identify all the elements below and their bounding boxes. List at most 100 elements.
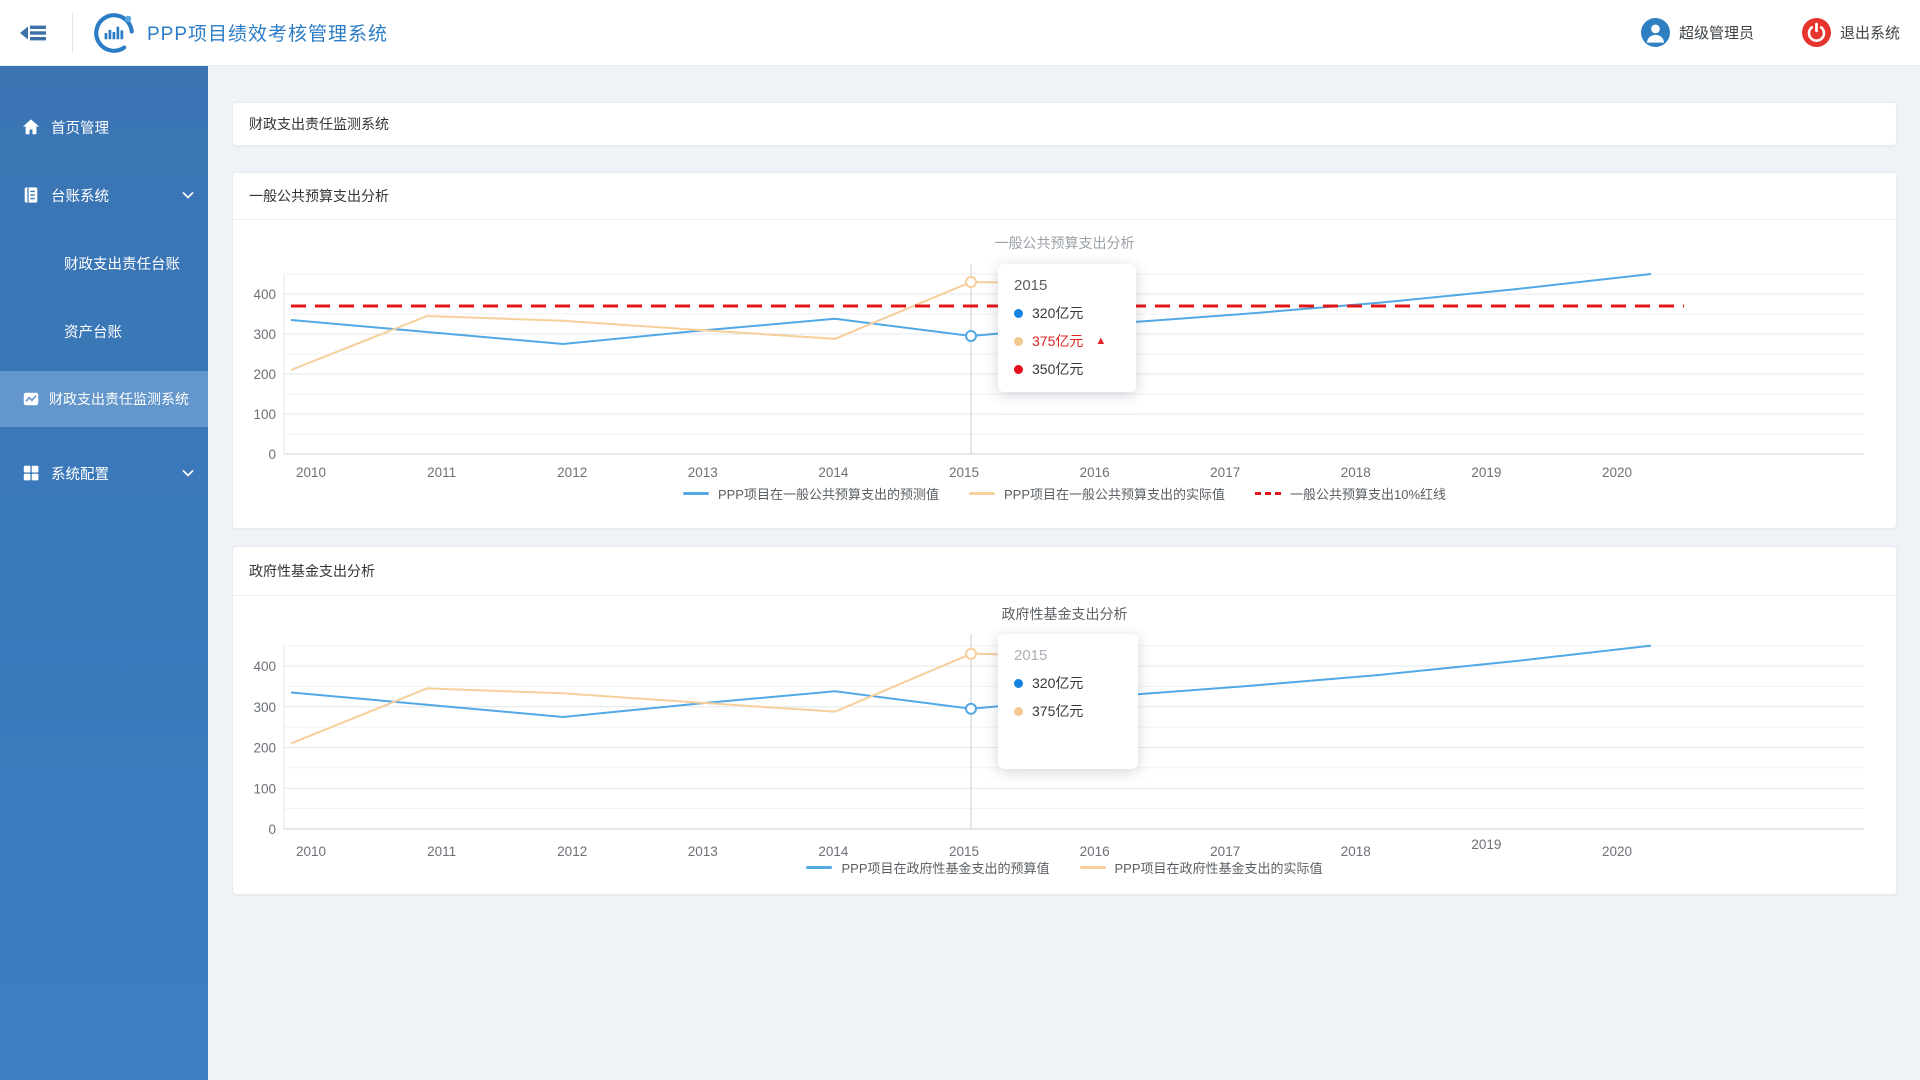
svg-text:2019: 2019 — [1471, 837, 1501, 852]
svg-text:400: 400 — [253, 287, 276, 302]
section-title-card: 财政支出责任监测系统 — [232, 102, 1897, 146]
chart-tooltip: 2015 320亿元 375亿元 ▲ 350亿元 — [998, 264, 1136, 392]
app-title: PPP项目绩效考核管理系统 — [147, 24, 389, 45]
legend-item[interactable]: PPP项目在政府性基金支出的预算值 — [806, 858, 1050, 877]
legend-item[interactable]: PPP项目在一般公共预算支出的预测值 — [682, 484, 939, 503]
chart-legend: PPP项目在政府性基金支出的预算值 PPP项目在政府性基金支出的实际值 — [233, 858, 1896, 877]
svg-text:2011: 2011 — [427, 465, 456, 480]
chart-card-header: 一般公共预算支出分析 — [233, 173, 1896, 220]
svg-text:2020: 2020 — [1602, 465, 1632, 480]
tooltip-year: 2015 — [1014, 647, 1048, 664]
chart-card-title: 一般公共预算支出分析 — [249, 188, 389, 204]
svg-text:2018: 2018 — [1341, 844, 1371, 859]
sidebar-item-label: 首页管理 — [51, 120, 109, 137]
series-dot — [1014, 308, 1023, 318]
tooltip-row-alert: 375亿元 ▲ — [1014, 331, 1120, 351]
svg-text:100: 100 — [253, 407, 276, 422]
app-header: PPP项目绩效考核管理系统 超级管理员 退出系统 — [0, 0, 1920, 66]
tooltip-row: 320亿元 — [1014, 673, 1122, 693]
sidebar-item-asset-ledger[interactable]: 资产台账 — [0, 303, 208, 359]
chart-card-gov-fund: 政府性基金支出分析 0 100 200 300 400 2010 2011 2012 2013 2… — [232, 546, 1897, 895]
sidebar-item-ledger-system[interactable]: 台账系统 — [0, 167, 208, 223]
series-dot — [1014, 364, 1023, 374]
app-logo-icon — [94, 12, 134, 53]
tooltip-row: 375亿元 — [1014, 701, 1122, 721]
svg-text:2010: 2010 — [296, 844, 326, 859]
sidebar-item-label: 系统配置 — [51, 466, 109, 483]
monitor-chart-icon — [23, 392, 39, 406]
svg-text:2013: 2013 — [688, 844, 718, 859]
svg-text:2018: 2018 — [1341, 465, 1371, 480]
legend-item[interactable]: PPP项目在一般公共预算支出的实际值 — [968, 484, 1225, 503]
chart-inner-title: 政府性基金支出分析 — [1001, 606, 1128, 622]
line-chart-public-budget[interactable]: 0 100 200 300 400 2010 2011 2012 2013 2014 2015 201… — [233, 220, 1896, 528]
line-chart-gov-fund[interactable]: 0 100 200 300 400 2010 2011 2012 2013 2014 2015 201… — [233, 596, 1896, 894]
svg-text:2012: 2012 — [557, 844, 587, 859]
svg-text:400: 400 — [253, 659, 276, 674]
series-dot — [1014, 706, 1023, 716]
sidebar-item-home[interactable]: 首页管理 — [0, 99, 208, 155]
series-dot — [1014, 678, 1023, 688]
svg-text:2012: 2012 — [557, 465, 587, 480]
sidebar-item-fiscal-ledger[interactable]: 财政支出责任台账 — [0, 235, 208, 291]
svg-text:2014: 2014 — [818, 465, 849, 480]
legend-item[interactable]: PPP项目在政府性基金支出的实际值 — [1079, 858, 1323, 877]
svg-text:2016: 2016 — [1080, 844, 1110, 859]
sidebar-item-label: 财政支出责任台账 — [64, 256, 180, 273]
home-icon — [22, 119, 40, 135]
tooltip-row: 350亿元 — [1014, 359, 1120, 379]
legend-line-marker — [968, 492, 995, 495]
svg-text:300: 300 — [253, 327, 276, 342]
legend-item[interactable]: 一般公共预算支出10%红线 — [1255, 484, 1446, 503]
user-menu[interactable]: 超级管理员 — [1640, 18, 1754, 47]
svg-text:2014: 2014 — [818, 844, 849, 859]
svg-text:2013: 2013 — [688, 465, 718, 480]
sidebar-item-label: 资产台账 — [64, 324, 122, 341]
svg-text:0: 0 — [268, 447, 276, 462]
chart-card-title: 政府性基金支出分析 — [249, 563, 375, 579]
chart-legend: PPP项目在一般公共预算支出的预测值 PPP项目在一般公共预算支出的实际值 一般… — [233, 484, 1896, 503]
logout-label: 退出系统 — [1839, 25, 1900, 42]
tooltip-year: 2015 — [1014, 277, 1048, 294]
logout-button[interactable]: 退出系统 — [1801, 18, 1900, 47]
svg-text:2010: 2010 — [296, 465, 326, 480]
svg-text:2015: 2015 — [949, 465, 979, 480]
svg-text:300: 300 — [253, 700, 276, 715]
sidebar: 首页管理 台账系统 财政支出责任台账 资产台账 — [0, 66, 208, 1080]
legend-dashed-marker — [1255, 492, 1281, 495]
svg-text:2017: 2017 — [1210, 465, 1240, 480]
svg-text:200: 200 — [253, 741, 276, 756]
header-divider — [72, 12, 73, 53]
collapse-menu-icon — [20, 25, 46, 40]
chart-card-public-budget: 一般公共预算支出分析 0 100 200 300 400 2010 2011 2012 2013… — [232, 172, 1897, 529]
chevron-down-icon — [182, 469, 194, 477]
svg-text:2019: 2019 — [1471, 465, 1501, 480]
grid-icon — [23, 465, 39, 481]
sidebar-collapse-button[interactable] — [18, 20, 50, 46]
legend-line-marker — [1079, 866, 1106, 869]
power-icon — [1801, 18, 1831, 47]
svg-text:200: 200 — [253, 367, 276, 382]
section-title: 财政支出责任监测系统 — [249, 116, 389, 132]
svg-text:2016: 2016 — [1080, 465, 1110, 480]
user-name: 超级管理员 — [1678, 25, 1754, 42]
user-avatar-icon — [1640, 18, 1670, 47]
sidebar-item-monitoring-system[interactable]: 财政支出责任监测系统 — [0, 371, 208, 427]
svg-text:2011: 2011 — [427, 844, 456, 859]
legend-line-marker — [806, 866, 833, 869]
svg-text:0: 0 — [268, 822, 276, 837]
tooltip-row: 320亿元 — [1014, 303, 1120, 323]
sidebar-item-label: 台账系统 — [51, 188, 109, 205]
chevron-down-icon — [182, 191, 194, 199]
svg-text:2017: 2017 — [1210, 844, 1240, 859]
sidebar-item-label: 财政支出责任监测系统 — [49, 391, 189, 407]
series-dot — [1014, 336, 1023, 346]
ledger-icon — [24, 187, 38, 203]
svg-text:2020: 2020 — [1602, 844, 1632, 859]
sidebar-item-system-config[interactable]: 系统配置 — [0, 445, 208, 501]
svg-text:100: 100 — [253, 781, 276, 796]
chart-inner-title: 一般公共预算支出分析 — [994, 235, 1135, 251]
svg-text:2015: 2015 — [949, 844, 979, 859]
legend-line-marker — [682, 492, 709, 495]
chart-card-header: 政府性基金支出分析 — [233, 547, 1896, 596]
